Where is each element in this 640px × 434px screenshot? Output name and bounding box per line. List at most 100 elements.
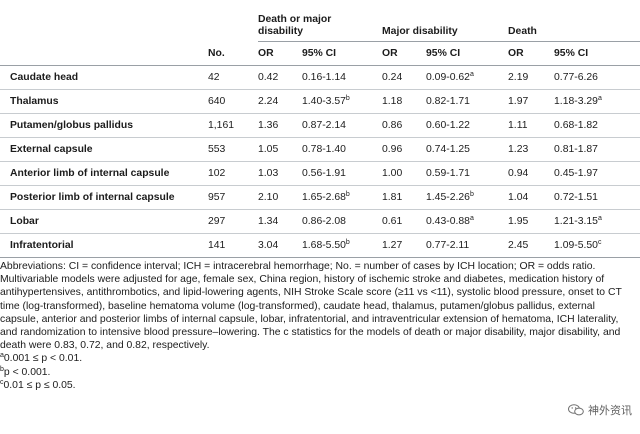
or-cell: 1.95 (508, 210, 552, 234)
or-cell: 1.27 (382, 234, 424, 258)
table-row: Lobar 297 1.34 0.86-2.08 0.61 0.43-0.88a 1.95 1… (0, 210, 640, 234)
watermark-text: 神外资讯 (588, 404, 632, 417)
ci-cell-value: 0.59-1.71 (426, 168, 470, 179)
or-cell: 1.34 (258, 210, 300, 234)
significance-mark: b (345, 191, 350, 198)
ci-cell-value: 0.68-1.82 (554, 120, 598, 131)
location-cell-value: External capsule (10, 144, 93, 155)
or-cell: 0.24 (382, 66, 424, 90)
significance-mark: a (469, 215, 474, 222)
abbreviations-note: Abbreviations: CI = confidence interval;… (0, 261, 596, 272)
ci-cell: 0.72-1.51 (552, 186, 640, 210)
or-cell: 0.94 (508, 162, 552, 186)
group-header-death: Death (508, 0, 640, 42)
or-cell-value: 1.03 (258, 168, 279, 179)
watermark: 神外资讯 (568, 402, 632, 418)
ci-cell: 0.56-1.91 (300, 162, 382, 186)
ci-cell: 0.82-1.71 (424, 90, 508, 114)
ci-cell: 1.40-3.57b (300, 90, 382, 114)
col-header-ci: 95% CI (300, 41, 383, 66)
footnote-b: bp < 0.001. (0, 366, 636, 379)
empty-header-cell (0, 0, 208, 42)
footnote-text: p < 0.001. (3, 366, 51, 378)
multivariable-note: Multivariable models were adjusted for a… (0, 274, 622, 352)
ci-cell-value: 1.21-3.15 (554, 216, 598, 227)
ci-cell-value: 0.81-1.87 (554, 144, 598, 155)
count-cell: 957 (208, 186, 258, 210)
significance-mark: b (345, 95, 350, 102)
count-cell: 553 (208, 138, 258, 162)
significance-mark: b (345, 239, 350, 246)
or-cell-value: 3.04 (258, 240, 279, 251)
location-cell: Lobar (0, 210, 208, 234)
location-cell: Putamen/globus pallidus (0, 114, 208, 138)
col-header-ci: 95% CI (424, 41, 509, 66)
ci-cell-value: 0.77-6.26 (554, 72, 598, 83)
count-cell-value: 102 (208, 168, 226, 179)
footnote-mark: c (0, 378, 4, 386)
ci-cell: 0.59-1.71 (424, 162, 508, 186)
ci-cell: 1.68-5.50b (300, 234, 382, 258)
or-cell: 2.24 (258, 90, 300, 114)
col-header-ci: 95% CI (552, 41, 640, 66)
footnote-text: 0.01 ≤ p ≤ 0.05. (3, 379, 76, 391)
or-cell: 0.86 (382, 114, 424, 138)
ci-cell-value: 1.68-5.50 (302, 240, 346, 251)
or-cell-value: 1.34 (258, 216, 279, 227)
ci-cell-value: 0.86-2.08 (302, 216, 346, 227)
empty-header-cell (0, 41, 208, 66)
ci-cell-value: 1.65-2.68 (302, 192, 346, 203)
or-cell-value: 1.23 (508, 144, 529, 155)
footnote-c: c0.01 ≤ p ≤ 0.05. (0, 379, 636, 392)
col-header-or: OR (508, 41, 553, 66)
group-header-death-or-major-disability: Death or major disability (258, 0, 383, 42)
column-header-row: No. OR 95% CI OR 95% CI OR 95% CI (0, 41, 640, 66)
or-cell: 1.18 (382, 90, 424, 114)
ci-cell-value: 1.18-3.29 (554, 96, 598, 107)
count-cell: 141 (208, 234, 258, 258)
or-cell: 0.96 (382, 138, 424, 162)
footnote-mark: b (0, 365, 4, 373)
count-cell-value: 553 (208, 144, 226, 155)
or-cell-value: 1.36 (258, 120, 279, 131)
table-row: Posterior limb of internal capsule 957 2.1… (0, 186, 640, 210)
or-cell: 1.81 (382, 186, 424, 210)
col-header-no: No. (208, 41, 258, 66)
or-cell: 1.97 (508, 90, 552, 114)
ci-cell: 0.86-2.08 (300, 210, 382, 234)
significance-mark: b (469, 191, 474, 198)
results-table-container: Death or major disability Major disabili… (0, 0, 640, 258)
or-cell: 2.10 (258, 186, 300, 210)
count-cell-value: 640 (208, 96, 226, 107)
or-cell-value: 1.18 (382, 96, 403, 107)
significance-mark: a (597, 215, 602, 222)
count-cell: 640 (208, 90, 258, 114)
table-row: Anterior limb of internal capsule 102 1.03… (0, 162, 640, 186)
location-cell: Infratentorial (0, 234, 208, 258)
ci-cell: 0.77-2.11 (424, 234, 508, 258)
ci-cell: 0.87-2.14 (300, 114, 382, 138)
location-cell-value: Anterior limb of internal capsule (10, 168, 170, 179)
ci-cell-value: 0.09-0.62 (426, 72, 470, 83)
location-cell-value: Posterior limb of internal capsule (10, 192, 175, 203)
significance-mark: a (469, 71, 474, 78)
location-cell: Anterior limb of internal capsule (0, 162, 208, 186)
ci-cell: 0.77-6.26 (552, 66, 640, 90)
ci-cell: 0.74-1.25 (424, 138, 508, 162)
or-cell-value: 1.00 (382, 168, 403, 179)
ci-cell-value: 0.43-0.88 (426, 216, 470, 227)
ci-cell-value: 0.56-1.91 (302, 168, 346, 179)
group-header-row: Death or major disability Major disabili… (0, 0, 640, 42)
table-body: Caudate head 42 0.42 0.16-1.14 0.24 0.09-0.62… (0, 66, 640, 258)
ci-cell: 1.18-3.29a (552, 90, 640, 114)
ci-cell: 1.21-3.15a (552, 210, 640, 234)
ci-cell: 0.81-1.87 (552, 138, 640, 162)
empty-header-cell (208, 0, 258, 42)
or-cell-value: 2.24 (258, 96, 279, 107)
location-cell-value: Lobar (10, 216, 39, 227)
ci-cell-value: 1.40-3.57 (302, 96, 346, 107)
or-cell-value: 1.11 (508, 120, 528, 131)
significance-mark: a (597, 95, 602, 102)
or-cell: 1.03 (258, 162, 300, 186)
or-cell: 0.61 (382, 210, 424, 234)
